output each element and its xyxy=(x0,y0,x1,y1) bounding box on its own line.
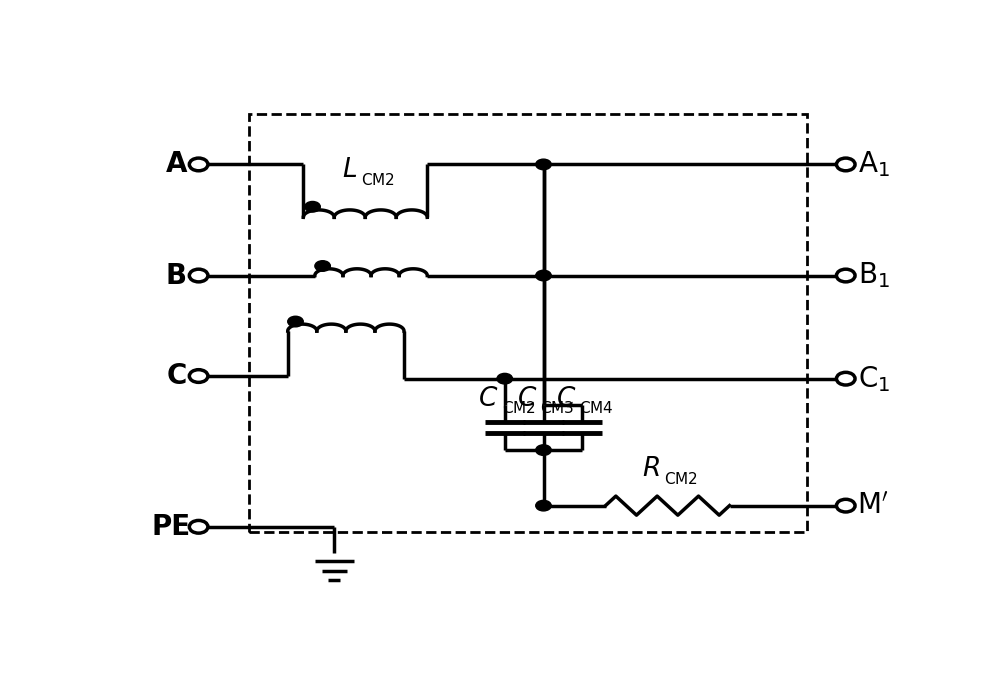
Circle shape xyxy=(536,500,551,511)
Text: $\mathit{C}$: $\mathit{C}$ xyxy=(556,385,576,412)
Text: $\mathsf{B_1}$: $\mathsf{B_1}$ xyxy=(858,260,890,291)
Text: $\mathit{R}$: $\mathit{R}$ xyxy=(642,456,660,482)
Text: B: B xyxy=(166,262,187,289)
Circle shape xyxy=(536,444,551,455)
Text: $\mathsf{A_1}$: $\mathsf{A_1}$ xyxy=(858,150,890,179)
Circle shape xyxy=(288,316,303,327)
Circle shape xyxy=(497,374,512,384)
Text: C: C xyxy=(167,362,187,390)
Circle shape xyxy=(305,201,320,212)
Text: $\mathrm{CM2}$: $\mathrm{CM2}$ xyxy=(664,471,698,487)
Text: PE: PE xyxy=(152,513,191,541)
Bar xyxy=(249,114,807,532)
Circle shape xyxy=(536,270,551,281)
Circle shape xyxy=(315,260,330,271)
Text: $\mathit{C}$: $\mathit{C}$ xyxy=(517,385,537,412)
Text: A: A xyxy=(166,150,187,179)
Text: $\mathrm{CM4}$: $\mathrm{CM4}$ xyxy=(579,400,614,416)
Text: $\mathit{C}$: $\mathit{C}$ xyxy=(478,385,499,412)
Text: $\mathrm{CM2}$: $\mathrm{CM2}$ xyxy=(361,172,395,188)
Text: $\mathsf{M'}$: $\mathsf{M'}$ xyxy=(857,492,888,519)
Text: $\mathrm{CM3}$: $\mathrm{CM3}$ xyxy=(540,400,575,416)
Text: $\mathrm{CM2}$: $\mathrm{CM2}$ xyxy=(502,400,536,416)
Circle shape xyxy=(536,159,551,170)
Text: $\mathsf{C_1}$: $\mathsf{C_1}$ xyxy=(858,364,890,394)
Text: $\mathit{L}$: $\mathit{L}$ xyxy=(342,157,358,183)
